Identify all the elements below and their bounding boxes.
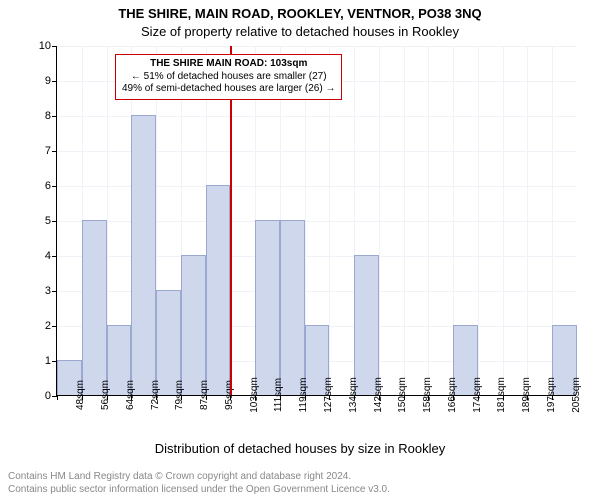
page-title: THE SHIRE, MAIN ROAD, ROOKLEY, VENTNOR, … bbox=[0, 6, 600, 21]
xtick-label: 181sqm bbox=[494, 377, 507, 413]
xtick-mark bbox=[181, 395, 182, 400]
xtick-label: 119sqm bbox=[296, 378, 309, 413]
xtick-mark bbox=[305, 395, 306, 400]
xtick-label: 142sqm bbox=[371, 377, 384, 413]
xtick-label: 174sqm bbox=[470, 377, 483, 413]
xtick-mark bbox=[280, 395, 281, 400]
ytick-label: 10 bbox=[39, 40, 57, 52]
bar bbox=[206, 185, 231, 395]
gridline-v bbox=[379, 46, 380, 395]
xtick-label: 205sqm bbox=[569, 377, 582, 413]
xtick-mark bbox=[206, 395, 207, 400]
gridline-v bbox=[428, 46, 429, 395]
xtick-mark bbox=[379, 395, 380, 400]
gridline-v bbox=[527, 46, 528, 395]
chart-plot-area: 01234567891048sqm56sqm64sqm72sqm79sqm87s… bbox=[56, 46, 576, 396]
license-line-1: Contains HM Land Registry data © Crown c… bbox=[8, 471, 390, 484]
xtick-label: 103sqm bbox=[247, 377, 260, 413]
ytick-label: 5 bbox=[45, 215, 57, 227]
bar bbox=[131, 115, 156, 395]
xtick-label: 166sqm bbox=[445, 377, 458, 413]
xtick-mark bbox=[527, 395, 528, 400]
annotation-line: 49% of semi-detached houses are larger (… bbox=[122, 83, 335, 96]
xtick-label: 189sqm bbox=[519, 377, 532, 413]
xtick-label: 56sqm bbox=[98, 380, 111, 410]
xtick-label: 111sqm bbox=[271, 378, 284, 412]
xtick-mark bbox=[230, 395, 231, 400]
xtick-mark bbox=[131, 395, 132, 400]
xtick-mark bbox=[107, 395, 108, 400]
gridline-h bbox=[57, 46, 576, 47]
xtick-mark bbox=[503, 395, 504, 400]
xtick-mark bbox=[156, 395, 157, 400]
xtick-mark bbox=[404, 395, 405, 400]
bar bbox=[354, 255, 379, 395]
xtick-mark bbox=[57, 395, 58, 400]
annotation-box: THE SHIRE MAIN ROAD: 103sqm← 51% of deta… bbox=[115, 54, 342, 100]
xtick-label: 64sqm bbox=[123, 380, 136, 410]
ytick-label: 8 bbox=[45, 110, 57, 122]
gridline-v bbox=[503, 46, 504, 395]
page-subtitle: Size of property relative to detached ho… bbox=[0, 24, 600, 39]
bar bbox=[255, 220, 280, 395]
annotation-line: ← 51% of detached houses are smaller (27… bbox=[122, 71, 335, 84]
ytick-label: 4 bbox=[45, 250, 57, 262]
ytick-label: 0 bbox=[45, 390, 57, 402]
xtick-label: 87sqm bbox=[197, 380, 210, 410]
x-axis-label: Distribution of detached houses by size … bbox=[0, 441, 600, 456]
xtick-label: 150sqm bbox=[395, 377, 408, 413]
ytick-label: 3 bbox=[45, 285, 57, 297]
xtick-mark bbox=[329, 395, 330, 400]
ytick-label: 9 bbox=[45, 75, 57, 87]
xtick-label: 48sqm bbox=[73, 380, 86, 410]
xtick-label: 72sqm bbox=[148, 380, 161, 410]
bar bbox=[280, 220, 305, 395]
bar bbox=[82, 220, 107, 395]
xtick-label: 127sqm bbox=[321, 377, 334, 413]
license-text: Contains HM Land Registry data © Crown c… bbox=[8, 471, 390, 496]
annotation-line: THE SHIRE MAIN ROAD: 103sqm bbox=[122, 58, 335, 71]
xtick-mark bbox=[552, 395, 553, 400]
xtick-label: 134sqm bbox=[346, 377, 359, 413]
gridline-v bbox=[478, 46, 479, 395]
license-line-2: Contains public sector information licen… bbox=[8, 484, 390, 497]
xtick-mark bbox=[82, 395, 83, 400]
xtick-mark bbox=[354, 395, 355, 400]
xtick-mark bbox=[478, 395, 479, 400]
ytick-label: 6 bbox=[45, 180, 57, 192]
xtick-mark bbox=[255, 395, 256, 400]
xtick-label: 79sqm bbox=[172, 380, 185, 410]
ytick-label: 1 bbox=[45, 355, 57, 367]
gridline-v bbox=[404, 46, 405, 395]
ytick-label: 2 bbox=[45, 320, 57, 332]
xtick-label: 95sqm bbox=[222, 380, 235, 410]
xtick-mark bbox=[453, 395, 454, 400]
xtick-mark bbox=[428, 395, 429, 400]
xtick-label: 158sqm bbox=[420, 377, 433, 413]
xtick-label: 197sqm bbox=[544, 377, 557, 413]
ytick-label: 7 bbox=[45, 145, 57, 157]
bar bbox=[181, 255, 206, 395]
